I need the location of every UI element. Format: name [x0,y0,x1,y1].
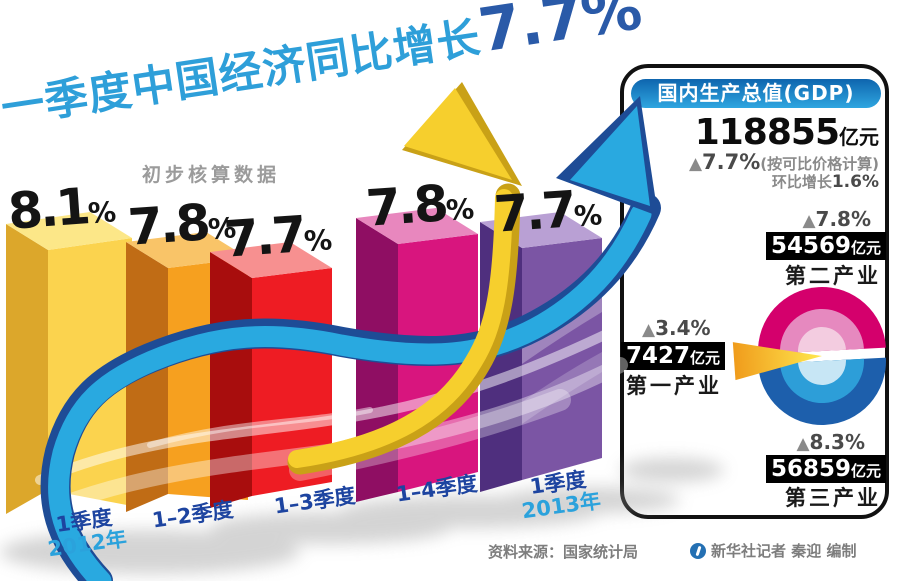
bar-category-label: 1季度 2012年 [46,505,129,562]
pie-tertiary-slice [758,357,886,425]
bar-category-label: 1–4季度 [394,471,479,507]
bar-2012q1 [6,212,132,514]
pie-primary-slice [732,342,822,381]
tertiary-industry-name: 第三产业 [785,486,881,510]
up-arrow-yellow [287,82,522,475]
headline-highlight: 7.7% [474,0,646,67]
bar-2012q1-3 [210,242,332,508]
data-source: 资料来源：国家统计局 [488,543,639,561]
gdp-panel: 国内生产总值(GDP) 118855亿元 ▲7.7%(按可比价格计算) 环比增长… [620,64,889,519]
primary-industry-value: 7427亿元 [621,342,726,370]
bar-value-label: 7.7% [492,180,604,244]
primary-industry-name: 第一产业 [626,374,722,398]
gdp-mom-growth: 环比增长1.6% [771,172,879,192]
up-triangle-icon: ▲ [642,320,656,340]
data-note: 初步核算数据 [142,164,281,186]
gdp-total-unit: 亿元 [839,125,879,149]
bar-value-label: 8.1% [6,177,118,241]
bar-value-label: 7.8% [126,193,238,257]
bar-category-label: 1–3季度 [272,483,357,519]
up-triangle-icon: ▲ [802,211,816,231]
bar-value-label: 7.7% [222,205,334,269]
credit-text: 新华社记者 秦迎 编制 [711,542,857,560]
tertiary-industry-growth: ▲8.3% [796,430,865,454]
gdp-panel-header: 国内生产总值(GDP) [631,79,881,108]
bar-value-label: 7.8% [364,174,476,238]
primary-industry-growth: ▲3.4% [642,316,711,340]
up-triangle-icon: ▲ [688,154,703,174]
tertiary-industry-value: 56859亿元 [765,455,886,483]
bar-2013q1 [480,212,602,492]
bar-category-label: 1–2季度 [150,497,235,533]
pie-secondary-slice [758,287,886,355]
headline: 一季度中国经济同比增长7.7% [0,0,645,138]
secondary-industry-value: 54569亿元 [765,232,886,260]
bar-category-label: 1季度 2013年 [520,467,603,524]
xinhua-logo-icon [690,542,706,559]
up-triangle-icon: ▲ [796,434,810,454]
gdp-growth: ▲7.7%(按可比价格计算) [688,150,879,174]
bar-2012q1-4 [356,208,478,502]
secondary-industry-name: 第二产业 [785,264,881,288]
gdp-total: 118855亿元 [695,112,879,153]
gdp-total-value: 118855 [694,112,840,153]
headline-text: 一季度中国经济同比增长 [0,13,485,135]
up-arrow-blue [40,193,661,581]
secondary-industry-growth: ▲7.8% [802,207,871,231]
bar-2012q1-2 [126,232,248,512]
gdp-structure-pie-chart [732,287,886,425]
credit-line: 新华社记者 秦迎 编制 [690,540,856,561]
